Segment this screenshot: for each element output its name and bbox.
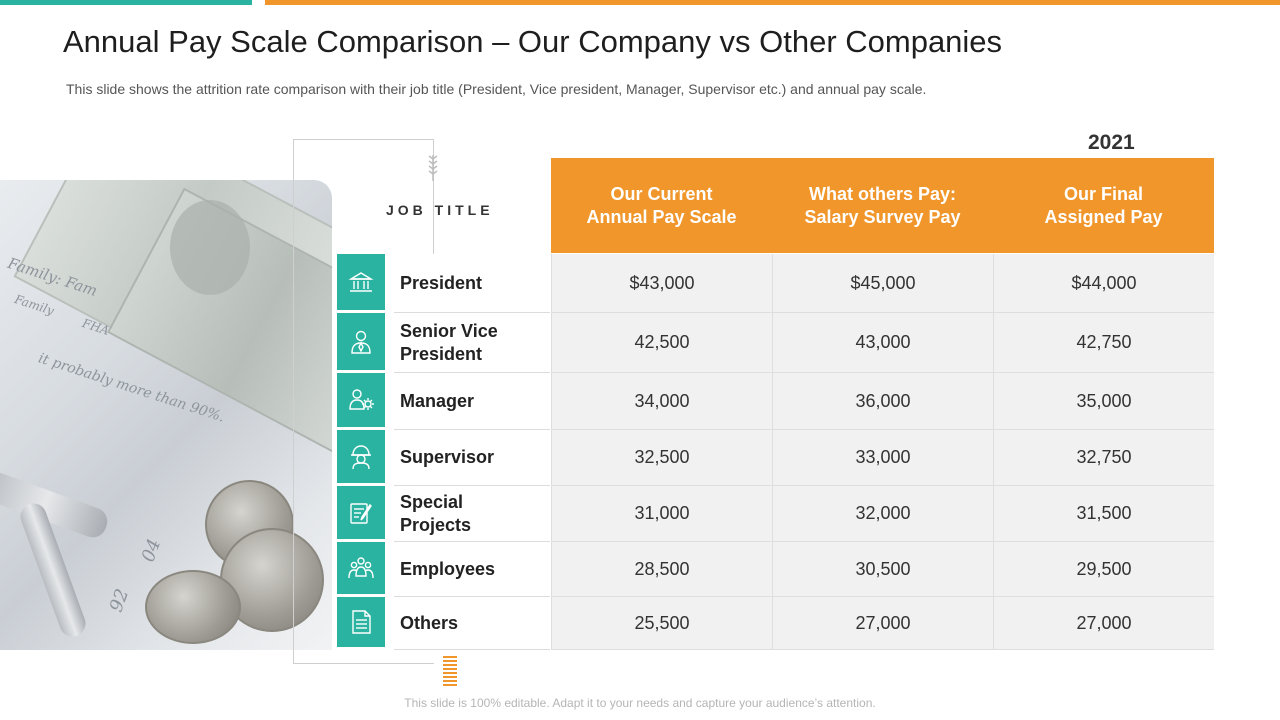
pay-value-cell: 32,500 (551, 430, 772, 486)
pay-value-cell: 35,000 (993, 373, 1214, 430)
money-photo: Family: Fam Family FHA it probably more … (0, 180, 332, 650)
wheat-ornament-icon (428, 155, 438, 181)
footer-note: This slide is 100% editable. Adapt it to… (404, 696, 876, 710)
year-label: 2021 (1088, 131, 1135, 154)
pay-value-cell: 31,500 (993, 486, 1214, 542)
column-header: Our Final Assigned Pay (993, 158, 1214, 253)
document-list-icon (337, 597, 385, 647)
job-title-cell: Employees (394, 542, 550, 597)
slide-subtitle: This slide shows the attrition rate comp… (66, 81, 927, 97)
job-title-cell: Manager (394, 373, 550, 430)
pay-value-cell: 43,000 (772, 313, 993, 373)
pay-value-cell: 27,000 (993, 597, 1214, 650)
job-title-cell: Others (394, 597, 550, 650)
table-row: President $43,000 $45,000 $44,000 (337, 254, 1214, 313)
pay-value-cell: $43,000 (551, 254, 772, 313)
manager-gear-icon (337, 373, 385, 427)
pay-value-cell: 33,000 (772, 430, 993, 486)
column-header: Our Current Annual Pay Scale (551, 158, 772, 253)
job-title-cell: President (394, 254, 550, 313)
pay-value-cell: 31,000 (551, 486, 772, 542)
job-title-cell: Senior Vice President (394, 313, 550, 373)
table-row: Supervisor 32,500 33,000 32,750 (337, 430, 1214, 486)
job-title-header: JOB TITLE (386, 202, 494, 218)
photo-text: 92 (105, 586, 134, 615)
photo-text: 04 (137, 536, 166, 565)
bank-icon (337, 254, 385, 310)
pay-value-cell: 25,500 (551, 597, 772, 650)
pay-value-cell: 34,000 (551, 373, 772, 430)
column-header: What others Pay: Salary Survey Pay (772, 158, 993, 253)
decorative-frame (293, 139, 434, 664)
job-title-cell: Supervisor (394, 430, 550, 486)
top-accent-bar-orange (265, 0, 1280, 5)
pay-value-cell: 29,500 (993, 542, 1214, 597)
table-row: Special Projects 31,000 32,000 31,500 (337, 486, 1214, 542)
group-people-icon (337, 542, 385, 594)
table-row: Employees 28,500 30,500 29,500 (337, 542, 1214, 597)
pay-value-cell: 30,500 (772, 542, 993, 597)
pay-value-cell: $45,000 (772, 254, 993, 313)
executive-person-icon (337, 313, 385, 370)
pay-value-cell: 27,000 (772, 597, 993, 650)
pay-value-cell: 32,750 (993, 430, 1214, 486)
pay-value-cell: 42,500 (551, 313, 772, 373)
supervisor-helmet-icon (337, 430, 385, 483)
coin (145, 570, 241, 644)
pay-value-cell: 36,000 (772, 373, 993, 430)
bill-portrait (170, 200, 250, 295)
slide-title: Annual Pay Scale Comparison – Our Compan… (63, 24, 1003, 59)
metal-bar (0, 468, 112, 542)
pay-value-cell: 42,750 (993, 313, 1214, 373)
table-row: Manager 34,000 36,000 35,000 (337, 373, 1214, 430)
table-row: Senior Vice President 42,500 43,000 42,750 (337, 313, 1214, 373)
project-document-icon (337, 486, 385, 539)
table-row: Others 25,500 27,000 27,000 (337, 597, 1214, 650)
pay-value-cell: 28,500 (551, 542, 772, 597)
pay-value-cell: 32,000 (772, 486, 993, 542)
pay-value-cell: $44,000 (993, 254, 1214, 313)
job-title-cell: Special Projects (394, 486, 550, 542)
stripe-ornament-icon (443, 656, 457, 688)
decorative-frame-line (433, 139, 434, 255)
top-accent-bar-teal (0, 0, 252, 5)
